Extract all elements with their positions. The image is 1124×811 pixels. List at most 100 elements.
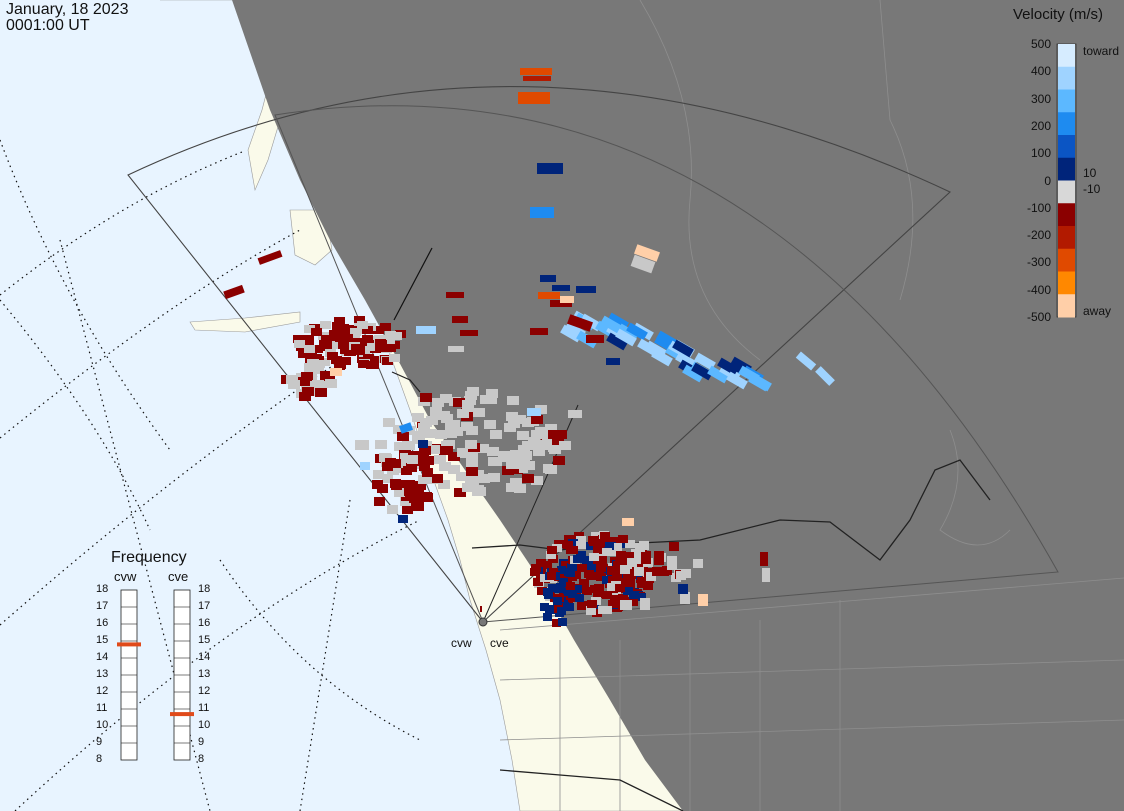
colorbar-segment: [1058, 294, 1075, 318]
velocity-cell: [448, 452, 460, 461]
velocity-cell: [582, 556, 592, 564]
velocity-cell: [305, 377, 317, 386]
velocity-cell: [669, 542, 679, 551]
velocity-cell: [543, 613, 552, 621]
velocity-cell: [693, 559, 703, 568]
velocity-cell: [556, 583, 565, 591]
velocity-cell: [748, 373, 770, 392]
velocity-cell: [432, 398, 444, 407]
velocity-cell: [456, 472, 468, 481]
velocity-cell: [576, 541, 586, 549]
colorbar-threshold-neg: -10: [1083, 182, 1101, 196]
boundaries: [499, 0, 1124, 811]
velocity-cell: [533, 447, 545, 456]
velocity-cell: [567, 563, 577, 571]
velocity-cell: [538, 292, 560, 299]
colorbar-segment: [1058, 203, 1075, 227]
velocity-cell: [615, 584, 625, 592]
velocity-cell: [360, 462, 370, 470]
velocity-cell: [480, 395, 492, 404]
velocity-cell: [355, 440, 369, 450]
velocity-cell: [659, 567, 669, 576]
velocity-cell: [627, 558, 637, 567]
velocity-cell: [385, 331, 396, 339]
velocity-cell: [462, 483, 474, 492]
velocity-cell: [298, 377, 310, 386]
velocity-cell: [545, 424, 557, 433]
velocity-colorbar: [1056, 43, 1077, 318]
velocity-cell: [620, 600, 632, 610]
velocity-cell: [363, 354, 374, 362]
velocity-cell: [223, 284, 245, 300]
velocity-cell: [488, 473, 500, 482]
velocity-cell: [438, 480, 450, 489]
velocity-cell: [694, 352, 716, 371]
velocity-cell: [412, 435, 424, 444]
velocity-cell: [520, 68, 552, 75]
frequency-title: Frequency: [111, 549, 187, 566]
velocity-cell: [375, 440, 387, 449]
velocity-cell: [531, 415, 543, 424]
velocity-cell: [540, 275, 556, 282]
velocity-cell: [654, 556, 664, 565]
velocity-cell: [553, 456, 565, 465]
velocity-cell: [579, 579, 589, 587]
velocity-cell: [537, 163, 563, 174]
velocity-cell: [595, 539, 605, 547]
velocity-cell: [560, 296, 574, 303]
velocity-cell: [502, 466, 514, 475]
velocity-cell: [540, 603, 549, 611]
velocity-cell: [576, 286, 596, 293]
velocity-cell: [422, 468, 433, 477]
velocity-cell: [620, 565, 630, 574]
velocity-cell: [815, 366, 835, 386]
velocity-cell: [452, 316, 468, 323]
velocity-cell: [596, 573, 606, 581]
velocity-cell: [418, 455, 429, 464]
velocity-cell: [422, 493, 433, 502]
velocity-cell: [762, 568, 770, 582]
velocity-cell: [625, 581, 635, 589]
radar-site-label-cve: cve: [490, 636, 509, 650]
velocity-cell: [560, 600, 569, 608]
velocity-cell: [589, 538, 599, 546]
velocity-cell: [380, 323, 391, 331]
velocity-cell: [530, 328, 548, 335]
velocity-cell: [628, 598, 638, 606]
velocity-cell: [413, 502, 424, 511]
velocity-cell: [573, 585, 582, 593]
velocity-cell: [555, 430, 567, 439]
velocity-cell: [351, 344, 362, 352]
velocity-cell: [372, 480, 383, 489]
velocity-cell: [680, 592, 690, 604]
velocity-cell: [460, 330, 478, 336]
frequency-tick-left: 18: [96, 583, 109, 595]
velocity-cell: [366, 361, 377, 369]
velocity-cell: [319, 340, 330, 348]
velocity-cell: [591, 558, 601, 566]
velocity-cell: [418, 475, 429, 484]
radar-site-label-cvw: cvw: [451, 636, 472, 650]
velocity-cell: [558, 618, 567, 626]
frequency-tick-right: 15: [198, 634, 211, 646]
velocity-cell: [573, 555, 583, 563]
velocity-cell: [419, 462, 430, 471]
velocity-cell: [563, 588, 572, 596]
velocity-cell: [598, 606, 612, 614]
velocity-cell: [635, 543, 645, 552]
velocity-cell: [517, 431, 529, 440]
velocity-cell: [527, 408, 541, 416]
velocity-cell: [568, 590, 577, 598]
velocity-cell: [357, 321, 368, 329]
velocity-cell: [404, 502, 415, 511]
velocity-cell: [640, 598, 650, 610]
velocity-cell: [578, 601, 588, 609]
velocity-cell: [506, 483, 518, 492]
velocity-cell: [602, 591, 612, 599]
velocity-cell: [540, 441, 552, 450]
frequency-tick-left: 13: [96, 668, 109, 680]
velocity-cell: [394, 442, 406, 451]
velocity-cell: [374, 497, 385, 506]
velocity-cell: [402, 441, 414, 450]
